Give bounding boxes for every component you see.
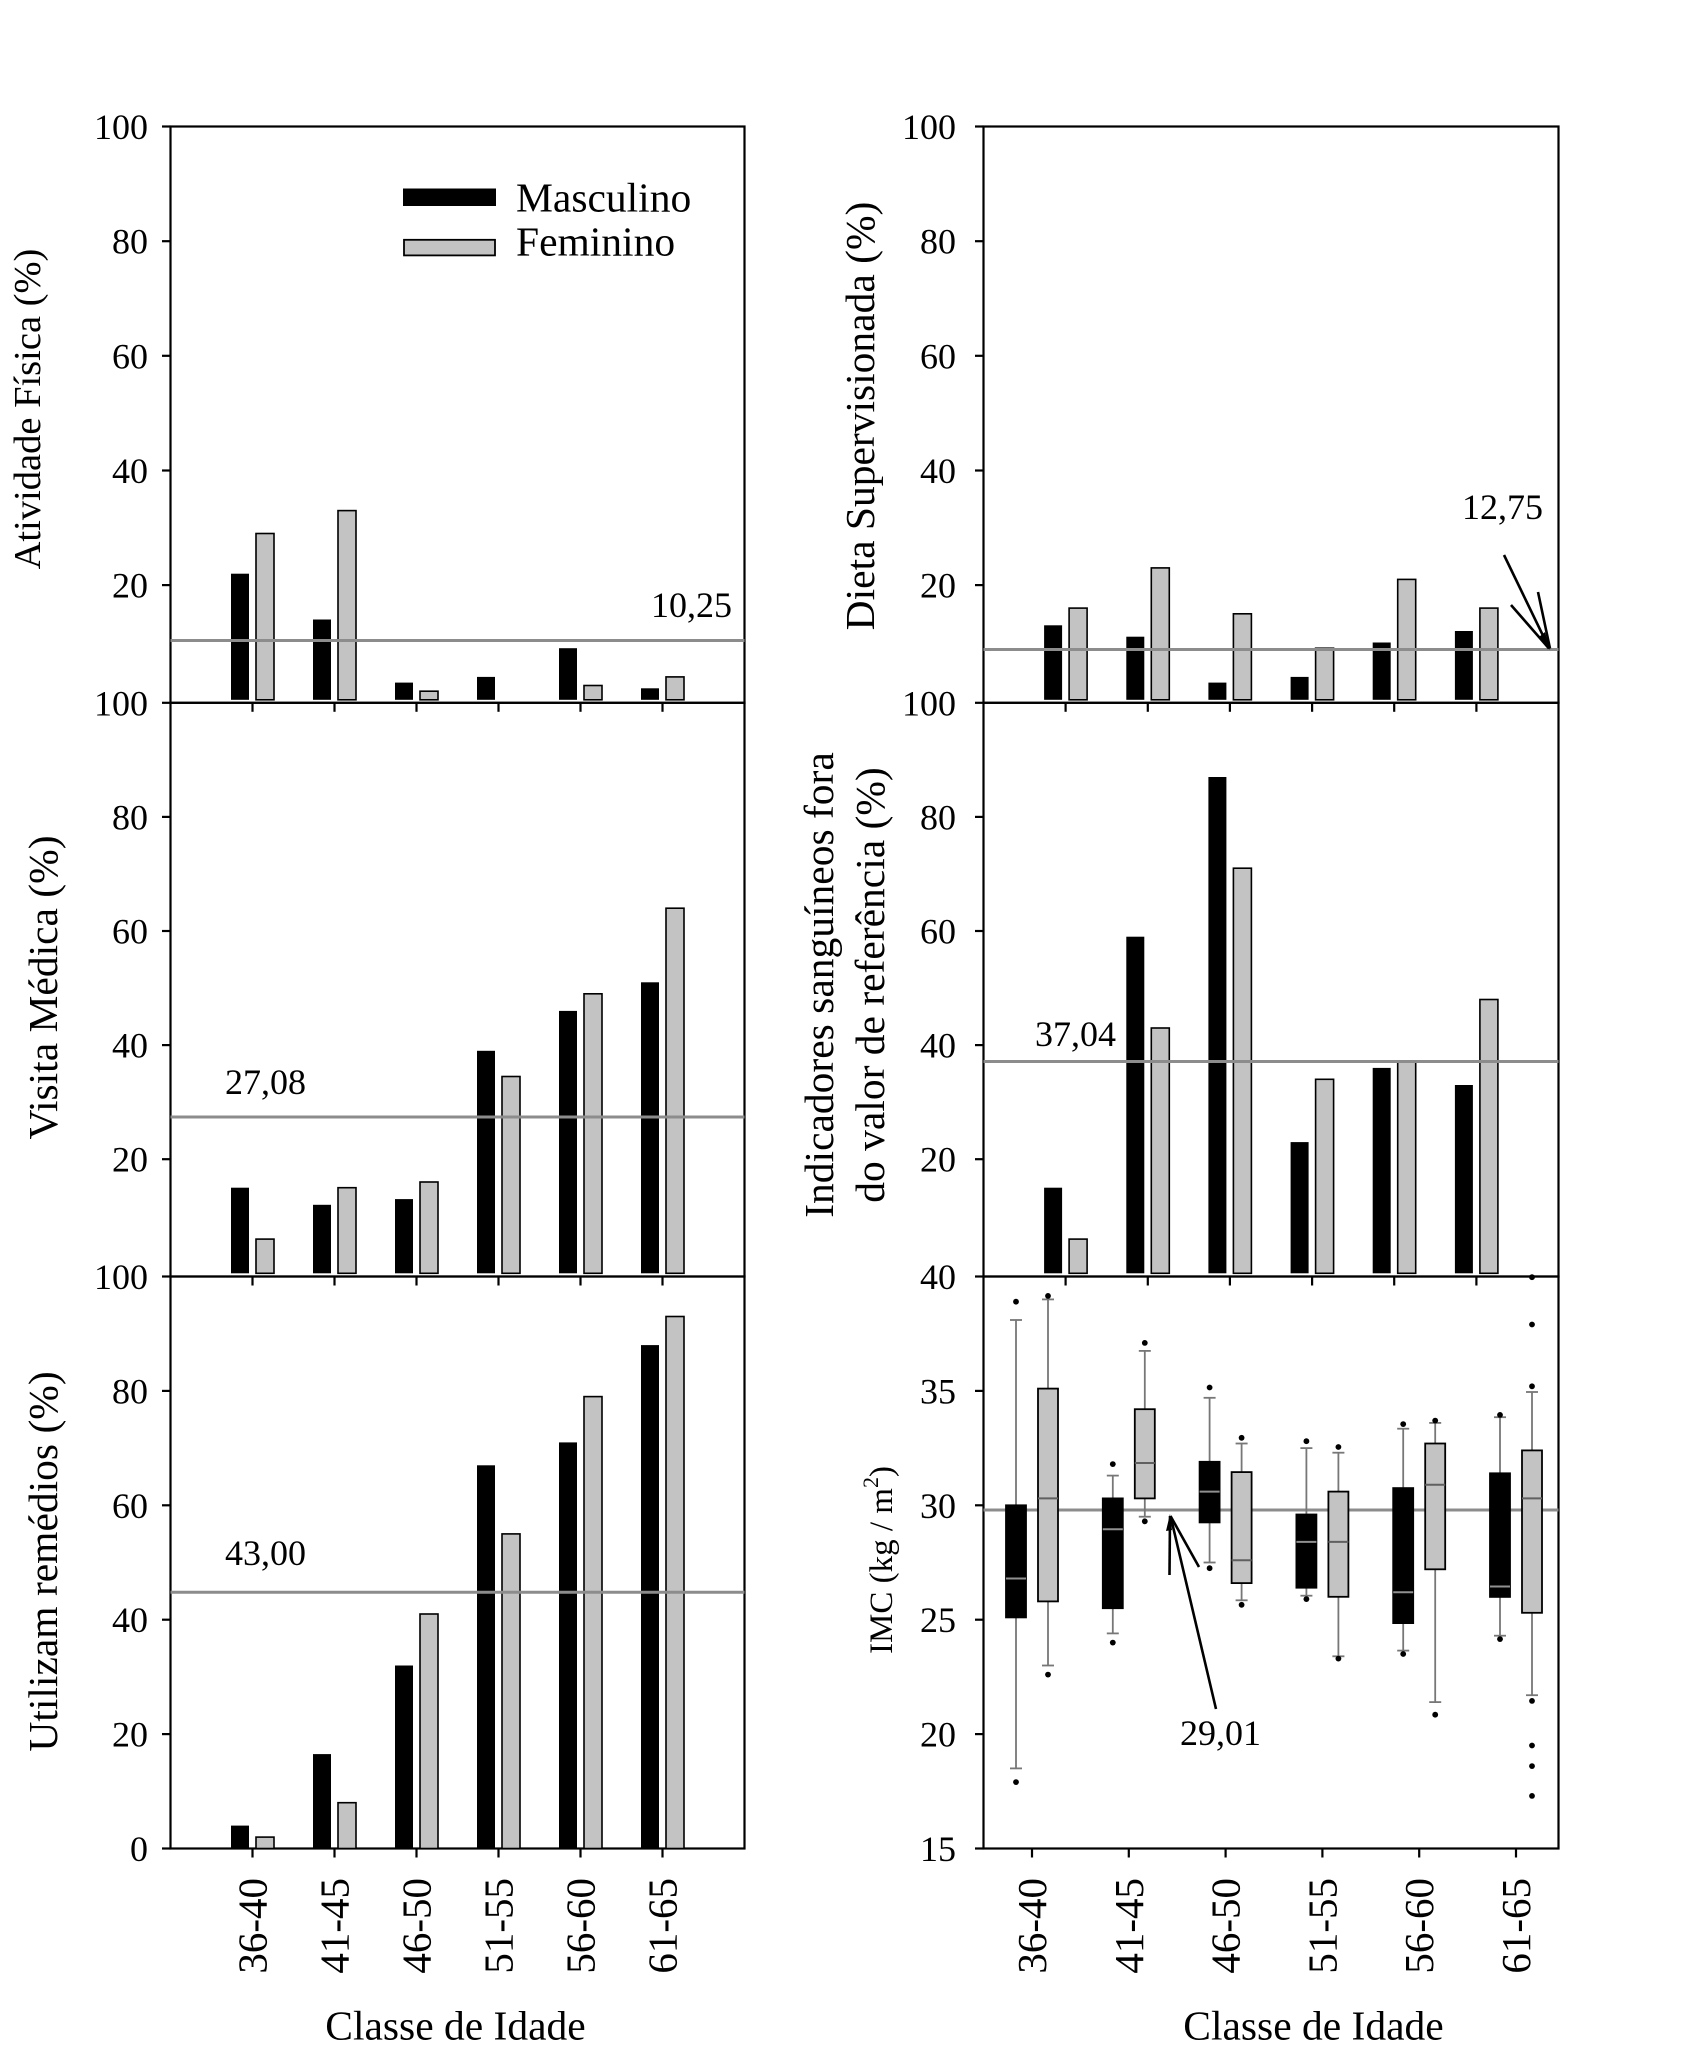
svg-text:60: 60 — [112, 912, 148, 952]
svg-text:IMC (kg / m2): IMC (kg / m2) — [858, 1466, 900, 1654]
svg-text:100: 100 — [902, 107, 956, 147]
svg-text:Utilizam remédios (%): Utilizam remédios (%) — [20, 1371, 67, 1751]
svg-text:60: 60 — [112, 336, 148, 376]
svg-text:80: 80 — [112, 222, 148, 262]
svg-text:25: 25 — [920, 1600, 956, 1640]
svg-text:43,00: 43,00 — [225, 1533, 306, 1573]
svg-text:60: 60 — [920, 336, 956, 376]
svg-text:41-45: 41-45 — [1106, 1878, 1152, 1974]
svg-text:do valor de referência (%): do valor de referência (%) — [847, 767, 894, 1203]
svg-text:Atividade Física (%): Atividade Física (%) — [7, 249, 49, 570]
svg-text:Dieta Supervisionada (%): Dieta Supervisionada (%) — [837, 202, 884, 631]
svg-text:60: 60 — [112, 1486, 148, 1526]
svg-text:60: 60 — [920, 912, 956, 952]
svg-text:51-55: 51-55 — [476, 1878, 522, 1974]
svg-text:0: 0 — [130, 1829, 148, 1869]
svg-text:20: 20 — [920, 1140, 956, 1180]
svg-text:20: 20 — [920, 1715, 956, 1755]
svg-text:100: 100 — [94, 683, 148, 723]
svg-text:Feminino: Feminino — [516, 219, 675, 265]
svg-text:20: 20 — [112, 1140, 148, 1180]
svg-text:51-55: 51-55 — [1299, 1878, 1345, 1974]
svg-text:46-50: 46-50 — [394, 1878, 440, 1974]
svg-text:56-60: 56-60 — [1396, 1878, 1442, 1974]
svg-text:40: 40 — [112, 451, 148, 491]
svg-text:Classe de Idade: Classe de Idade — [325, 2003, 585, 2049]
svg-text:20: 20 — [112, 1715, 148, 1755]
svg-text:40: 40 — [920, 1257, 956, 1297]
svg-text:100: 100 — [902, 683, 956, 723]
svg-text:27,08: 27,08 — [225, 1062, 306, 1102]
svg-text:30: 30 — [920, 1486, 956, 1526]
svg-text:100: 100 — [94, 1257, 148, 1297]
svg-text:80: 80 — [112, 1371, 148, 1411]
svg-text:41-45: 41-45 — [312, 1878, 358, 1974]
svg-text:37,04: 37,04 — [1035, 1014, 1116, 1054]
svg-text:Masculino: Masculino — [516, 175, 691, 221]
svg-text:80: 80 — [920, 797, 956, 837]
svg-text:10,25: 10,25 — [651, 585, 732, 625]
svg-text:80: 80 — [112, 797, 148, 837]
svg-text:61-65: 61-65 — [1493, 1878, 1539, 1974]
svg-text:61-65: 61-65 — [640, 1878, 686, 1974]
svg-text:40: 40 — [112, 1600, 148, 1640]
svg-text:40: 40 — [920, 1026, 956, 1066]
svg-text:46-50: 46-50 — [1203, 1878, 1249, 1974]
svg-text:12,75: 12,75 — [1462, 487, 1543, 527]
svg-text:40: 40 — [920, 451, 956, 491]
svg-text:15: 15 — [920, 1829, 956, 1869]
svg-text:100: 100 — [94, 107, 148, 147]
svg-text:Visita Médica (%): Visita Médica (%) — [20, 835, 67, 1139]
svg-text:20: 20 — [920, 566, 956, 606]
svg-text:40: 40 — [112, 1026, 148, 1066]
svg-text:36-40: 36-40 — [230, 1878, 276, 1974]
svg-text:Indicadores sanguíneos fora: Indicadores sanguíneos fora — [796, 752, 842, 1218]
svg-text:80: 80 — [920, 222, 956, 262]
svg-text:36-40: 36-40 — [1009, 1878, 1055, 1974]
svg-text:29,01: 29,01 — [1180, 1713, 1261, 1753]
svg-text:Classe de Idade: Classe de Idade — [1183, 2003, 1443, 2049]
svg-text:56-60: 56-60 — [558, 1878, 604, 1974]
svg-text:35: 35 — [920, 1371, 956, 1411]
svg-text:20: 20 — [112, 566, 148, 606]
